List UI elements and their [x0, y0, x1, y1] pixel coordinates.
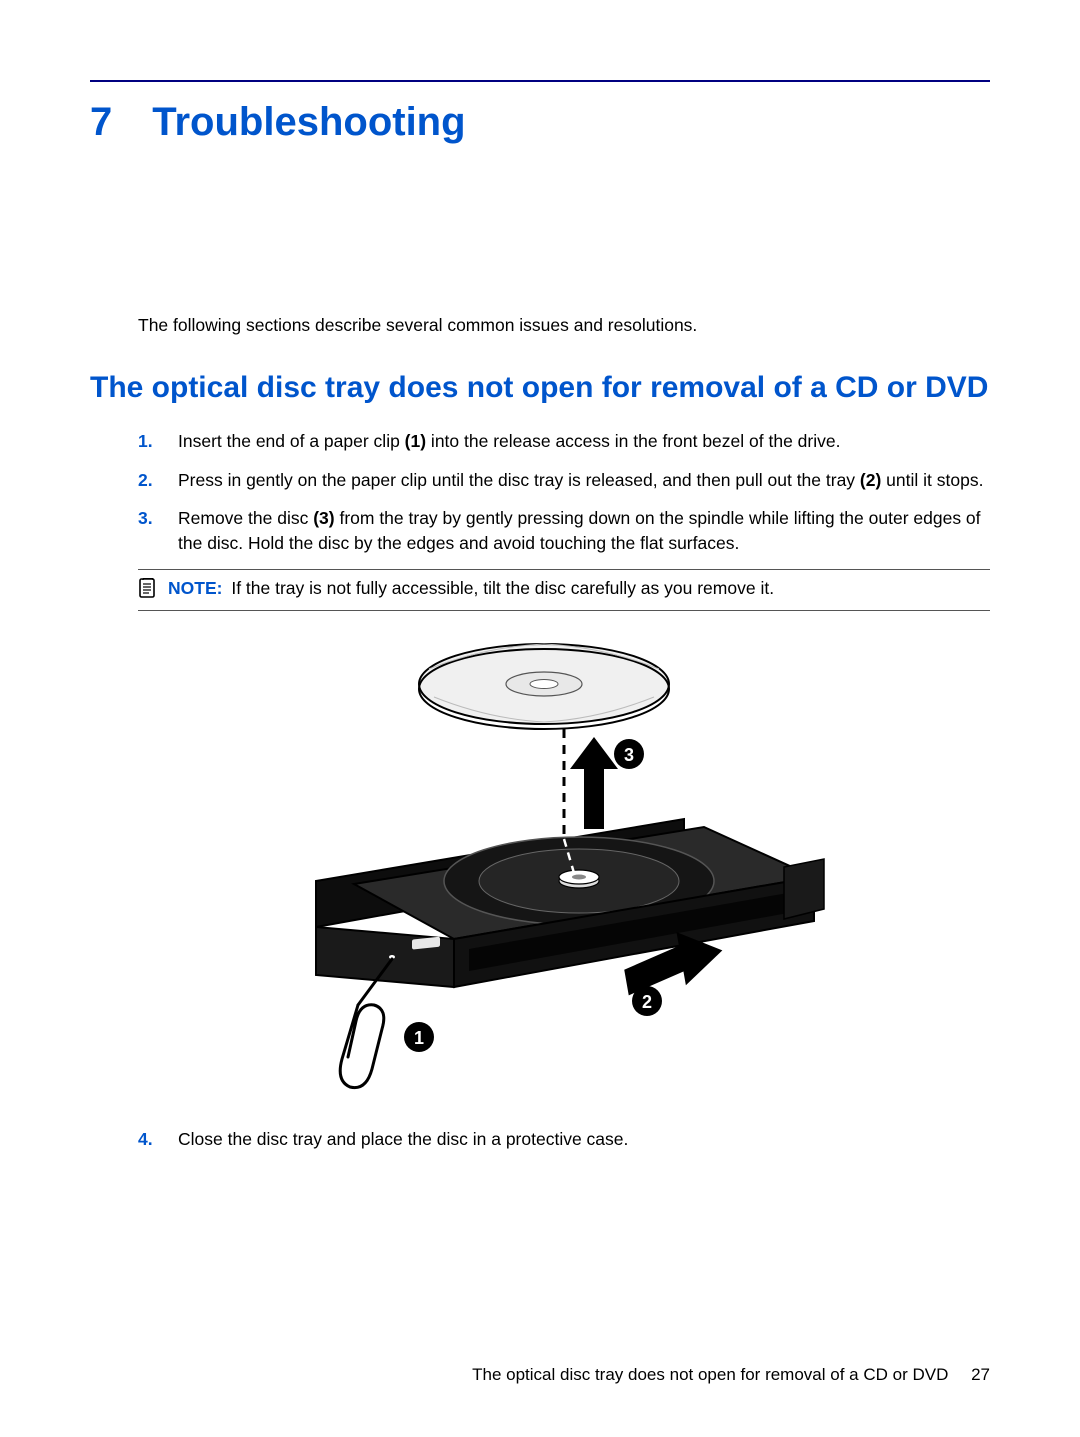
chapter-header: 7 Troubleshooting — [90, 100, 990, 145]
note-icon — [138, 578, 158, 600]
svg-text:1: 1 — [414, 1028, 424, 1048]
step-item: 3. Remove the disc (3) from the tray by … — [138, 506, 990, 555]
disc-drive-illustration: 3 — [284, 629, 844, 1099]
page-footer: The optical disc tray does not open for … — [472, 1365, 990, 1385]
step-text: Remove the disc (3) from the tray by gen… — [178, 506, 990, 555]
footer-text: The optical disc tray does not open for … — [472, 1365, 948, 1384]
drive-body — [316, 819, 824, 987]
chapter-title: Troubleshooting — [152, 100, 465, 145]
callout-2: 2 — [632, 986, 662, 1016]
note-text: If the tray is not fully accessible, til… — [231, 578, 774, 598]
svg-text:2: 2 — [642, 992, 652, 1012]
note-block: NOTE: If the tray is not fully accessibl… — [138, 569, 990, 611]
disc-icon — [419, 644, 669, 729]
step-number: 3. — [138, 506, 160, 555]
step-number: 4. — [138, 1127, 160, 1152]
chapter-number: 7 — [90, 100, 112, 145]
step-number: 2. — [138, 468, 160, 493]
steps-list-2: 4. Close the disc tray and place the dis… — [138, 1127, 990, 1152]
step-item: 2. Press in gently on the paper clip unt… — [138, 468, 990, 493]
up-arrow-icon — [570, 737, 618, 829]
callout-1: 1 — [404, 1022, 434, 1052]
note-content: NOTE: If the tray is not fully accessibl… — [168, 578, 774, 599]
page-number: 27 — [971, 1365, 990, 1384]
step-number: 1. — [138, 429, 160, 454]
section-heading: The optical disc tray does not open for … — [90, 370, 990, 405]
step-text: Close the disc tray and place the disc i… — [178, 1127, 628, 1152]
step-item: 4. Close the disc tray and place the dis… — [138, 1127, 990, 1152]
top-rule — [90, 80, 990, 82]
svg-text:3: 3 — [624, 745, 634, 765]
note-label: NOTE: — [168, 578, 222, 598]
intro-text: The following sections describe several … — [138, 315, 990, 336]
steps-list: 1. Insert the end of a paper clip (1) in… — [138, 429, 990, 555]
callout-3: 3 — [614, 739, 644, 769]
step-text: Insert the end of a paper clip (1) into … — [178, 429, 840, 454]
step-text: Press in gently on the paper clip until … — [178, 468, 983, 493]
step-item: 1. Insert the end of a paper clip (1) in… — [138, 429, 990, 454]
figure: 3 — [138, 629, 990, 1099]
